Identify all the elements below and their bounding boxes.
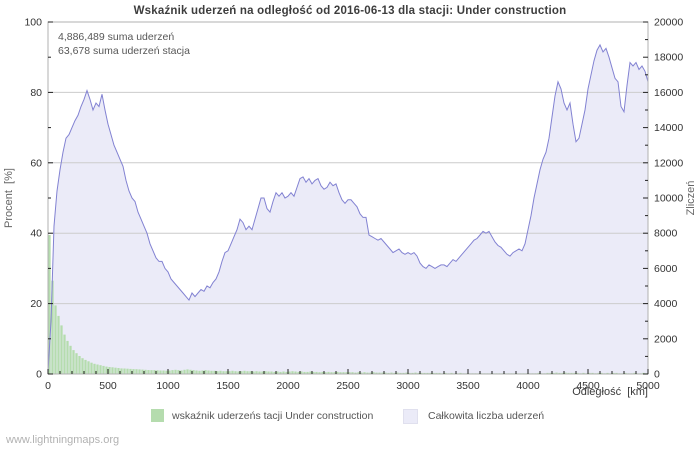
svg-text:0: 0 (654, 369, 660, 381)
svg-text:2000: 2000 (276, 380, 300, 392)
legend-station-swatch (151, 409, 164, 422)
svg-text:4000: 4000 (516, 380, 540, 392)
legend-station-label: wskaźnik uderzeńs tacji Under constructi… (172, 410, 374, 422)
svg-text:0: 0 (45, 380, 51, 392)
svg-text:14000: 14000 (654, 122, 683, 134)
svg-text:20: 20 (30, 298, 42, 310)
svg-text:4000: 4000 (654, 298, 678, 310)
svg-text:40: 40 (30, 228, 42, 240)
svg-text:16000: 16000 (654, 87, 683, 99)
svg-text:3500: 3500 (456, 380, 480, 392)
svg-text:500: 500 (99, 380, 117, 392)
y-axis-label-left: Procent [%] (3, 168, 15, 228)
annotation-station-strikes: 63,678 suma uderzeń stacja (58, 45, 190, 57)
svg-text:100: 100 (24, 17, 42, 29)
svg-text:0: 0 (36, 369, 42, 381)
svg-text:2000: 2000 (654, 333, 678, 345)
x-axis-label: Odległość [km] (572, 386, 648, 398)
legend-total-swatch (403, 409, 418, 424)
svg-text:18000: 18000 (654, 52, 683, 64)
watermark-link: www.lightningmaps.org (6, 434, 120, 446)
svg-text:60: 60 (30, 157, 42, 169)
svg-text:3000: 3000 (396, 380, 420, 392)
legend-total-label: Całkowita liczba uderzeń (428, 410, 545, 422)
svg-text:10000: 10000 (654, 193, 683, 205)
svg-text:1000: 1000 (156, 380, 180, 392)
annotation-total-strikes: 4,886,489 suma uderzeń (58, 31, 175, 43)
svg-text:6000: 6000 (654, 263, 678, 275)
chart-title: Wskaźnik uderzeń na odległość od 2016-06… (133, 5, 567, 17)
svg-text:2500: 2500 (336, 380, 360, 392)
svg-text:12000: 12000 (654, 157, 683, 169)
svg-text:4500: 4500 (576, 380, 600, 392)
y-axis-label-right: Zliczeń (685, 180, 697, 216)
svg-text:80: 80 (30, 87, 42, 99)
svg-text:8000: 8000 (654, 228, 678, 240)
axis-tick-labels: 0 500 1000 1500 2000 2500 3000 3500 4000 4500 5000… (24, 17, 683, 393)
svg-text:5000: 5000 (636, 380, 660, 392)
svg-text:20000: 20000 (654, 17, 683, 29)
svg-text:1500: 1500 (216, 380, 240, 392)
